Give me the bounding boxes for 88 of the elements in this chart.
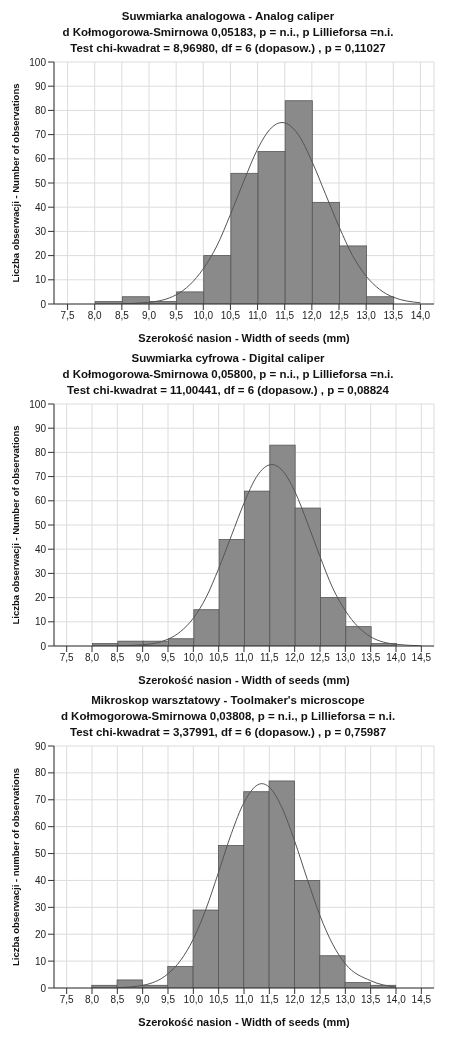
y-tick-label: 0: [40, 298, 47, 310]
x-axis-title: Szerokość nasion - Width of seeds (mm): [138, 332, 351, 344]
x-tick-label: 11,0: [248, 310, 268, 322]
x-tick-label: 14,0: [410, 310, 431, 322]
y-tick-label: 90: [34, 422, 47, 434]
y-tick-label: 50: [34, 848, 47, 860]
x-tick-label: 8,5: [114, 310, 130, 322]
x-tick-label: 7,5: [59, 652, 75, 664]
y-tick-label: 30: [34, 567, 47, 579]
y-tick-label: 30: [34, 225, 47, 237]
x-tick-label: 12,0: [302, 310, 323, 322]
x-tick-label: 13,0: [356, 310, 377, 322]
x-tick-label: 14,5: [411, 994, 432, 1006]
x-tick-label: 13,0: [335, 652, 356, 664]
x-tick-label: 8,0: [85, 652, 100, 664]
y-tick-label: 50: [34, 519, 47, 531]
x-tick-label: 10,0: [183, 652, 204, 664]
y-axis-title: Liczba obserwacji - Number of observations: [10, 425, 22, 625]
y-tick-label: 80: [34, 446, 47, 458]
y-tick-label: 0: [40, 982, 47, 994]
x-tick-label: 14,5: [411, 652, 432, 664]
x-tick-label: 14,0: [386, 994, 407, 1006]
x-tick-label: 8,5: [110, 994, 125, 1006]
y-tick-label: 60: [34, 495, 47, 507]
y-tick-label: 50: [34, 177, 47, 189]
y-tick-label: 80: [34, 104, 47, 116]
y-tick-label: 60: [34, 821, 47, 833]
y-tick-label: 10: [34, 616, 47, 628]
y-tick-label: 70: [34, 129, 47, 141]
chart-title: Suwmiarka analogowa - Analog caliper: [120, 9, 336, 24]
y-tick-label: 40: [34, 543, 47, 555]
y-tick-label: 40: [34, 874, 47, 886]
x-tick-label: 12,0: [284, 994, 305, 1006]
x-tick-label: 11,0: [234, 994, 254, 1006]
x-tick-label: 10,0: [193, 310, 214, 322]
chart-subtitle: d Kołmogorowa-Smirnowa 0,05800, p = n.i., p Lillieforsa =n.i. Test chi-kwadrat = 11,00441, df = 6 (dopasow.) , p = 0,08824: [61, 367, 395, 398]
x-tick-label: 9,5: [161, 994, 176, 1006]
y-tick-label: 80: [34, 767, 47, 779]
chart-title: Suwmiarka cyfrowa - Digital caliper: [130, 351, 326, 366]
x-tick-label: 11,5: [259, 652, 280, 664]
x-tick-label: 10,5: [208, 652, 229, 664]
x-axis-title: Szerokość nasion - Width of seeds (mm): [138, 1016, 351, 1028]
y-tick-label: 20: [34, 928, 47, 940]
x-tick-label: 10,5: [220, 310, 241, 322]
x-tick-label: 7,5: [59, 994, 75, 1006]
x-tick-label: 8,5: [110, 652, 125, 664]
y-tick-label: 90: [34, 740, 47, 752]
chart-title: Mikroskop warsztatowy - Toolmaker's microscope: [90, 693, 366, 708]
y-tick-label: 100: [29, 56, 47, 68]
x-tick-label: 9,0: [142, 310, 157, 322]
x-tick-label: 9,5: [169, 310, 184, 322]
x-tick-label: 12,5: [329, 310, 350, 322]
x-tick-label: 13,5: [360, 994, 381, 1006]
y-tick-label: 70: [34, 794, 47, 806]
x-tick-label: 9,5: [161, 652, 176, 664]
y-tick-label: 10: [34, 955, 47, 967]
x-tick-label: 13,0: [335, 994, 356, 1006]
chart-subtitle: d Kołmogorowa-Smirnowa 0,03808, p = n.i., p Lillieforsa = n.i. Test chi-kwadrat = 3,37991, df = 6 (dopasow.) , p = 0,75987: [59, 709, 397, 740]
y-tick-label: 10: [34, 274, 47, 286]
x-tick-label: 9,0: [135, 994, 151, 1006]
x-tick-label: 9,0: [135, 652, 151, 664]
x-tick-label: 11,0: [234, 652, 254, 664]
x-tick-label: 8,0: [87, 310, 103, 322]
x-tick-label: 13,5: [383, 310, 404, 322]
y-tick-label: 30: [34, 901, 47, 913]
y-tick-label: 20: [34, 592, 47, 604]
y-tick-label: 40: [34, 201, 47, 213]
x-tick-label: 13,5: [360, 652, 381, 664]
x-axis-title: Szerokość nasion - Width of seeds (mm): [138, 674, 351, 686]
x-tick-label: 7,5: [60, 310, 75, 322]
y-tick-label: 100: [29, 398, 47, 410]
x-tick-label: 12,5: [310, 652, 331, 664]
x-tick-label: 12,5: [310, 994, 331, 1006]
x-tick-label: 8,0: [85, 994, 100, 1006]
y-tick-label: 0: [40, 640, 47, 652]
y-tick-label: 60: [34, 153, 47, 165]
x-tick-label: 10,5: [208, 994, 229, 1006]
x-tick-label: 14,0: [386, 652, 407, 664]
x-tick-label: 12,0: [284, 652, 305, 664]
y-tick-label: 90: [34, 80, 47, 92]
x-tick-label: 11,5: [275, 310, 295, 322]
y-axis-title: Liczba obserwacji - Number of observations: [10, 83, 22, 283]
x-tick-label: 11,5: [259, 994, 280, 1006]
y-tick-label: 70: [34, 471, 47, 483]
chart-subtitle: d Kołmogorowa-Smirnowa 0,05183, p = n.i., p Lillieforsa =n.i. Test chi-kwadrat = 8,96980, df = 6 (dopasow.) , p = 0,11027: [61, 25, 395, 56]
x-tick-label: 10,0: [183, 994, 204, 1006]
y-tick-label: 20: [34, 250, 47, 262]
y-axis-title: Liczba obserwacji - number of observations: [10, 768, 22, 966]
